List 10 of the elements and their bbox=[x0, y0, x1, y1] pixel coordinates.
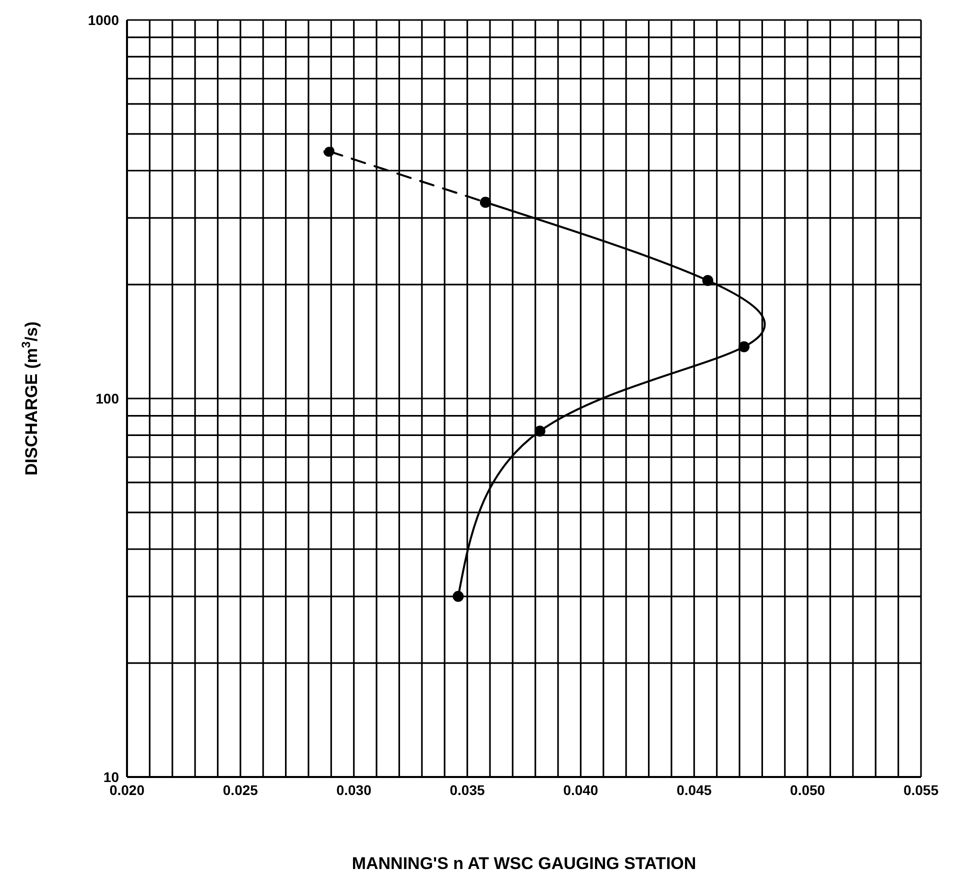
y-tick-label: 100 bbox=[96, 390, 120, 406]
x-tick-label: 0.050 bbox=[790, 782, 826, 798]
x-axis-title: MANNING'S n AT WSC GAUGING STATION bbox=[352, 854, 696, 873]
x-tick-label: 0.040 bbox=[563, 782, 598, 798]
x-tick-label: 0.045 bbox=[676, 782, 712, 798]
y-tick-label: 1000 bbox=[88, 12, 120, 28]
x-tick-label: 0.030 bbox=[336, 782, 372, 798]
x-tick-label: 0.025 bbox=[222, 782, 258, 798]
x-tick-label: 0.055 bbox=[903, 782, 939, 798]
x-tick-label: 0.035 bbox=[450, 782, 486, 798]
